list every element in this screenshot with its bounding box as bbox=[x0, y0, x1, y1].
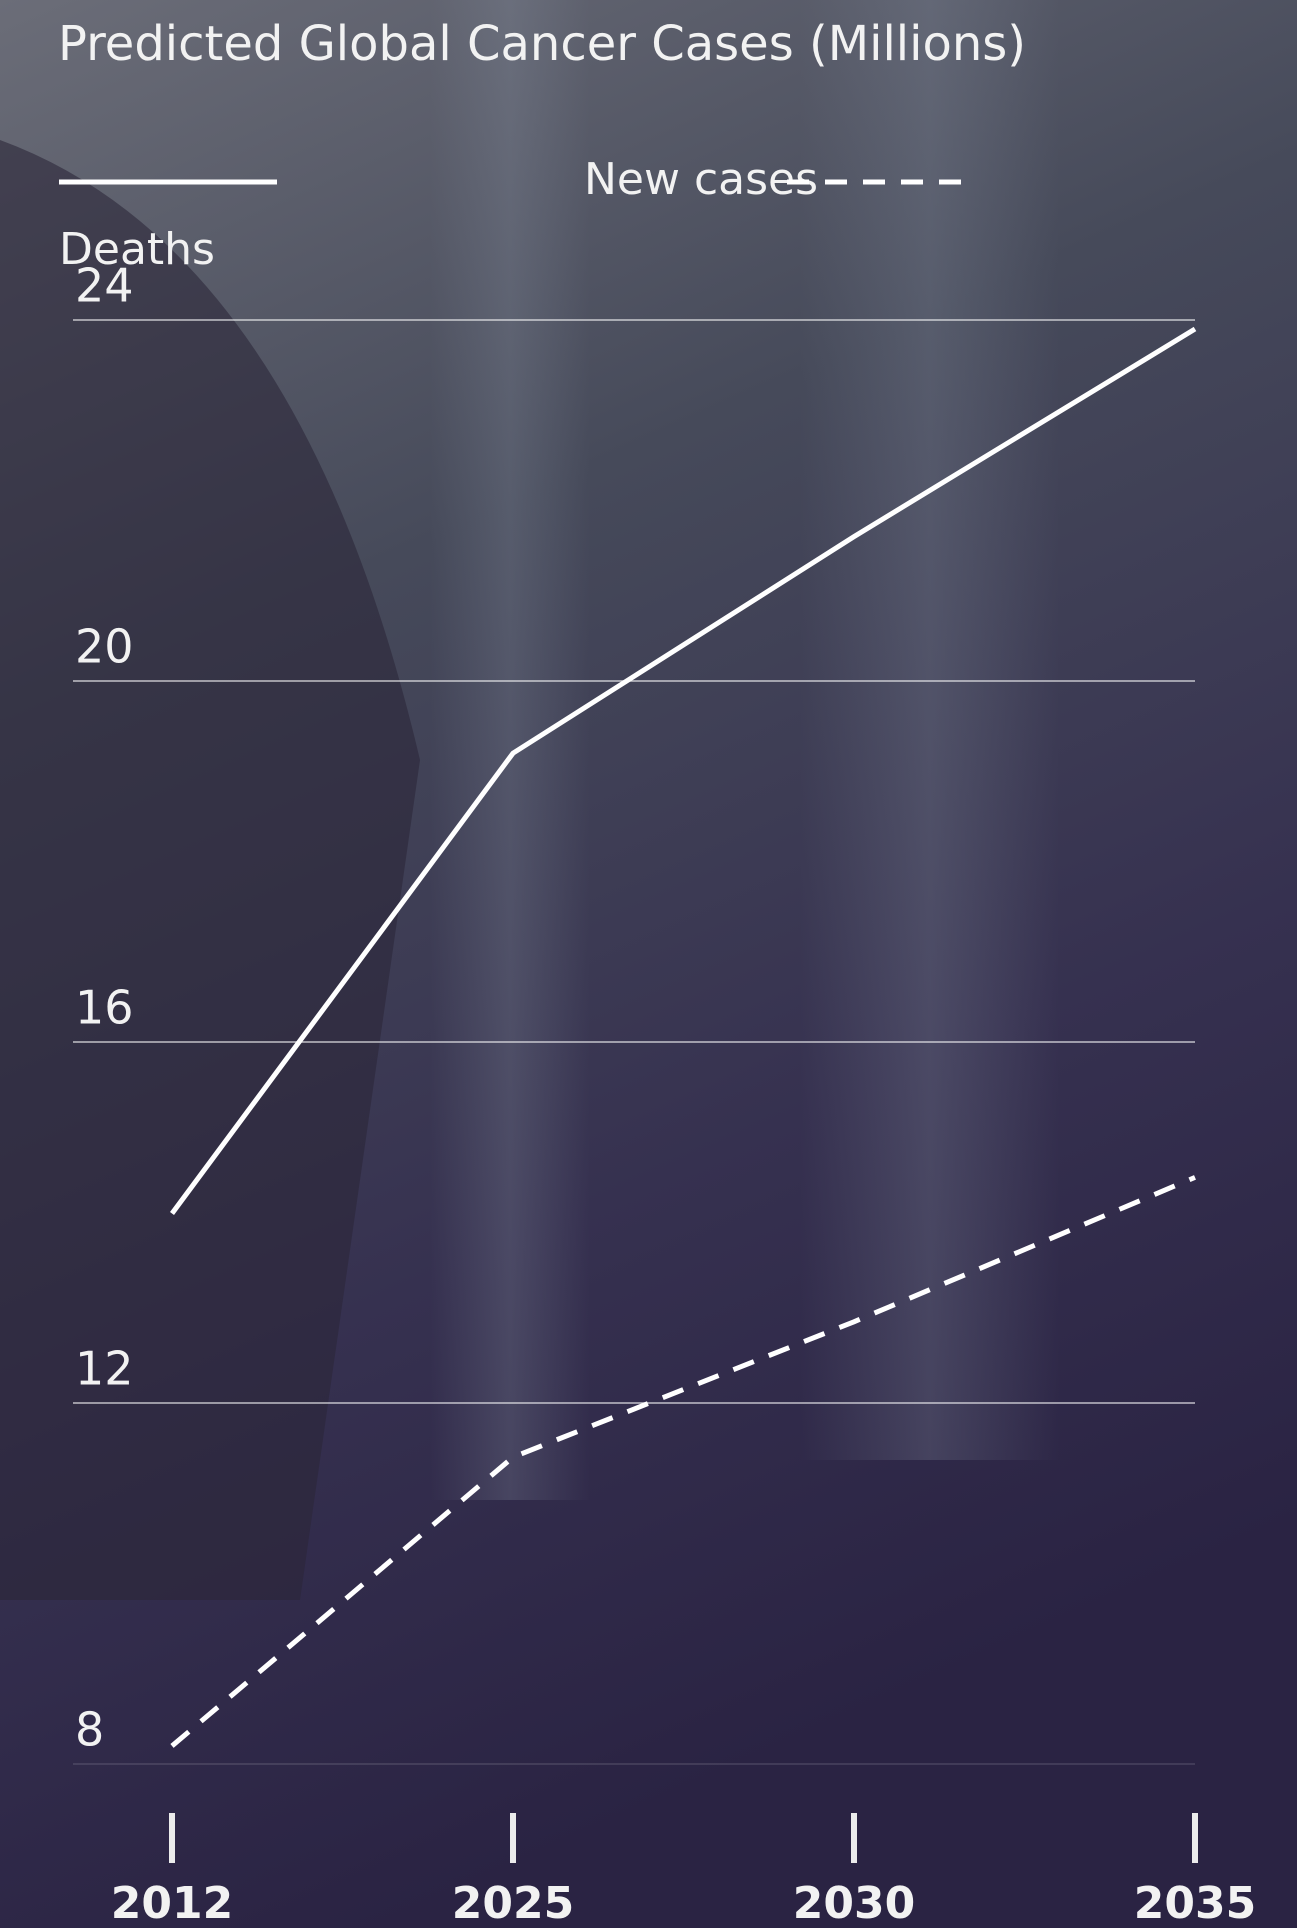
background-curtain bbox=[430, 0, 590, 1500]
x-tick-label: 2025 bbox=[452, 1878, 574, 1928]
series-line bbox=[170, 1175, 1196, 1748]
series-line bbox=[169, 326, 1197, 1215]
background-figure bbox=[0, 140, 420, 1600]
legend-label: New cases bbox=[584, 154, 818, 205]
x-tick-label: 2030 bbox=[793, 1878, 915, 1928]
legend-label: Deaths bbox=[59, 224, 215, 275]
y-tick-label: 24 bbox=[75, 259, 134, 313]
y-tick-label: 12 bbox=[75, 1342, 134, 1396]
chart-title: Predicted Global Cancer Cases (Millions) bbox=[58, 16, 1026, 72]
x-tick-label: 2035 bbox=[1134, 1878, 1256, 1928]
y-tick-label: 8 bbox=[75, 1703, 104, 1757]
y-tick-label: 16 bbox=[75, 981, 134, 1035]
x-tick-label: 2012 bbox=[111, 1878, 233, 1928]
background-curtain bbox=[800, 0, 1060, 1460]
y-tick-label: 20 bbox=[75, 620, 134, 674]
